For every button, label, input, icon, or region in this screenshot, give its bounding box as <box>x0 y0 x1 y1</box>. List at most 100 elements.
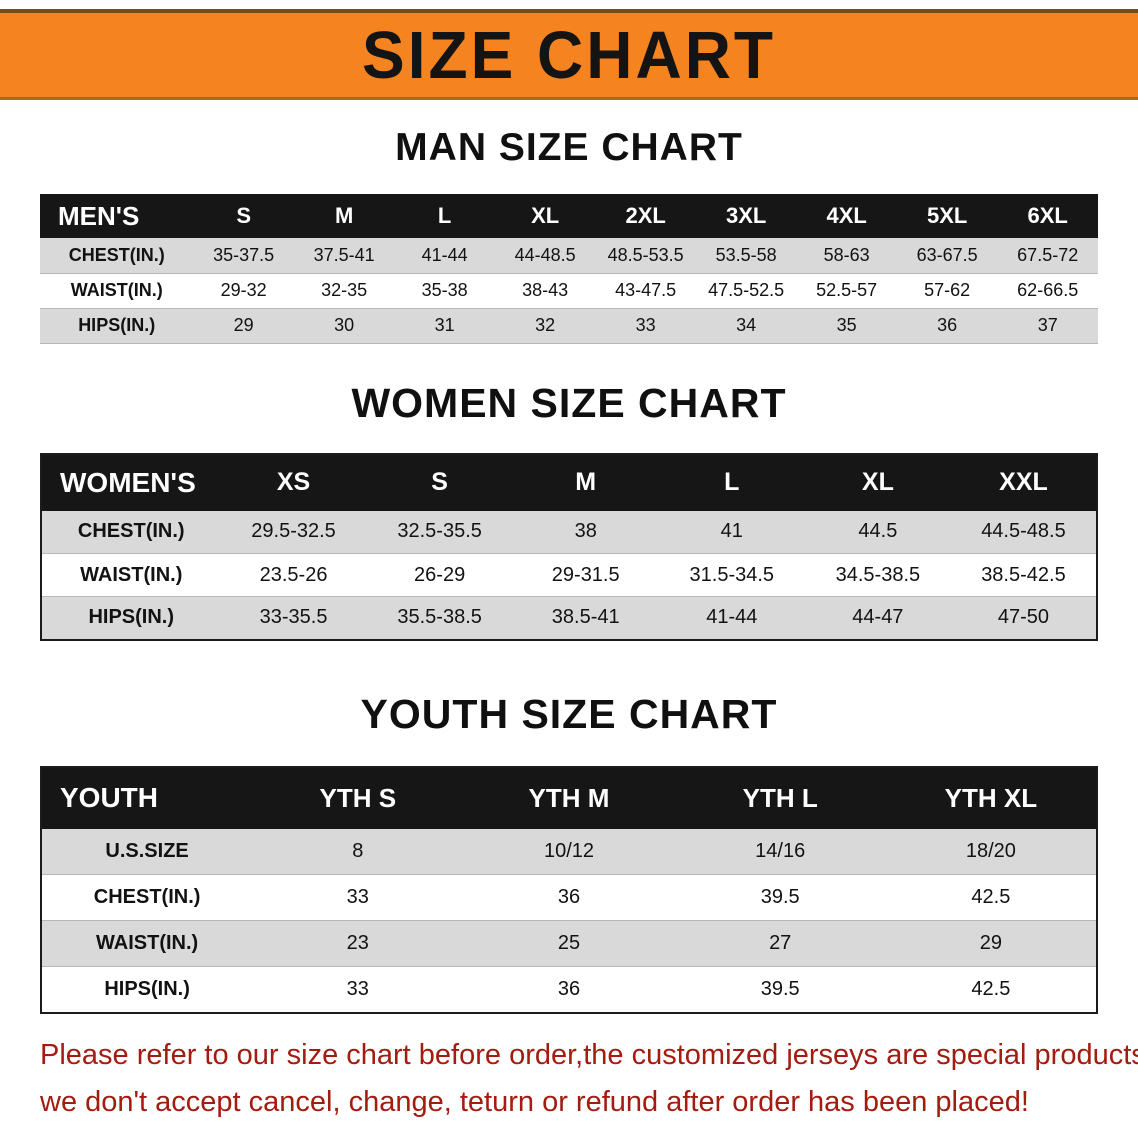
size-value-cell: 38-43 <box>522 280 569 300</box>
size-value-cell: 32 <box>535 315 556 335</box>
size-column-header: 6XL <box>997 194 1098 238</box>
size-value-cell: 67.5-72 <box>1017 244 1079 265</box>
size-value-cell: 32.5-35.5 <box>397 520 482 543</box>
measurement-row: HIPS(IN.) 33-35.5 35.5-38.5 38.5-41 41-44 44-… <box>41 596 1097 640</box>
size-column-header: YTH L <box>674 766 886 829</box>
size-value-cell: 33 <box>635 315 656 335</box>
row-label-cell: WAIST(IN.) <box>95 932 199 954</box>
size-value-cell: 36 <box>557 886 581 908</box>
size-value-cell: 34.5-38.5 <box>835 563 921 586</box>
measurement-row: WAIST(IN.) 29-32 32-35 35-38 38-43 43-47.5 47.… <box>40 273 1098 308</box>
size-column-header: YTH S <box>252 766 464 829</box>
size-value-cell: 33 <box>346 886 369 908</box>
size-value-cell: 58-63 <box>823 244 870 265</box>
size-value-cell: 35-38 <box>421 280 468 300</box>
size-value-cell: 38 <box>574 520 597 543</box>
size-value-cell: 33 <box>346 977 369 1000</box>
size-column-header: XS <box>220 453 367 511</box>
size-value-cell: 35 <box>836 315 857 335</box>
size-chart-banner: SIZE CHART <box>0 9 1138 100</box>
size-column-header: L <box>394 194 495 238</box>
size-value-cell: 14/16 <box>755 839 806 862</box>
size-value-cell: 36 <box>937 315 958 335</box>
women-size-section: WOMEN SIZE CHART WOMEN'S XS S M L XL XXL CHEST(… <box>40 380 1098 641</box>
size-value-cell: 44-47 <box>852 606 904 629</box>
size-value-cell: 38.5-42.5 <box>981 563 1066 586</box>
size-value-cell: 29 <box>979 932 1003 954</box>
measurement-row: CHEST(IN.) 29.5-32.5 32.5-35.5 38 41 44.5 44.5… <box>41 510 1097 554</box>
size-column-header: YTH M <box>463 766 675 829</box>
size-column-header: S <box>366 453 513 511</box>
size-value-cell: 41-44 <box>421 244 468 265</box>
measurement-row: HIPS(IN.) 29 30 31 32 33 34 35 36 37 <box>40 308 1098 343</box>
size-value-cell: 37.5-41 <box>313 244 375 265</box>
size-value-cell: 23 <box>346 932 369 954</box>
size-value-cell: 23.5-26 <box>259 563 328 586</box>
size-column-header: 5XL <box>896 194 998 238</box>
size-value-cell: 31.5-34.5 <box>689 563 775 586</box>
size-value-cell: 31 <box>434 315 455 335</box>
row-label-cell: CHEST(IN.) <box>68 244 165 265</box>
row-label-cell: WAIST(IN.) <box>70 280 163 300</box>
size-value-cell: 18/20 <box>965 839 1016 862</box>
size-value-cell: 44-48.5 <box>514 244 576 265</box>
size-value-cell: 48.5-53.5 <box>607 244 684 265</box>
measurement-row: CHEST(IN.) 33 36 39.5 42.5 <box>41 874 1097 921</box>
row-label-cell: HIPS(IN.) <box>104 977 190 1000</box>
men-size-table: MEN'S S M L XL 2XL 3XL 4XL 5XL 6XL CHEST(IN.) 35-37… <box>40 194 1098 344</box>
disclaimer-line-1: Please refer to our size chart before or… <box>40 1038 1138 1071</box>
size-value-cell: 29.5-32.5 <box>251 520 336 543</box>
measurement-row: CHEST(IN.) 35-37.5 37.5-41 41-44 44-48.5 48.5… <box>40 238 1098 273</box>
size-column-header: 2XL <box>595 194 696 238</box>
youth-size-table: YOUTH YTH S YTH M YTH L YTH XL U.S.SIZE 8 10/12… <box>40 765 1098 1014</box>
measurement-row: WAIST(IN.) 23 25 27 29 <box>41 920 1097 967</box>
disclaimer: Please refer to our size chart before or… <box>0 1014 1138 1126</box>
row-label-cell: CHEST(IN.) <box>93 886 201 908</box>
size-column-header: XL <box>494 194 596 238</box>
size-value-cell: 33-35.5 <box>259 606 328 629</box>
size-value-cell: 57-62 <box>924 280 971 300</box>
measurement-row: HIPS(IN.) 33 36 39.5 42.5 <box>41 966 1097 1013</box>
size-column-header: 3XL <box>695 194 797 238</box>
size-value-cell: 62-66.5 <box>1017 280 1079 300</box>
size-value-cell: 29 <box>233 315 254 335</box>
size-value-cell: 8 <box>352 839 364 862</box>
size-value-cell: 47-50 <box>997 606 1050 629</box>
size-value-cell: 29-32 <box>220 280 267 300</box>
size-value-cell: 25 <box>557 932 581 954</box>
header-row: WOMEN'S XS S M L XL XXL <box>41 453 1097 511</box>
size-value-cell: 38.5-41 <box>551 606 620 629</box>
youth-chart-heading: YOUTH SIZE CHART <box>360 690 778 737</box>
row-label-cell: CHEST(IN.) <box>77 520 185 543</box>
youth-size-section: YOUTH SIZE CHART YOUTH YTH S YTH M YTH L YTH… <box>40 691 1098 1014</box>
header-row: YOUTH YTH S YTH M YTH L YTH XL <box>41 766 1097 829</box>
size-value-cell: 44.5-48.5 <box>981 520 1066 543</box>
size-column-header: YTH XL <box>885 766 1097 829</box>
size-value-cell: 35.5-38.5 <box>397 606 482 629</box>
size-value-cell: 10/12 <box>543 839 595 862</box>
size-value-cell: 36 <box>557 977 581 1000</box>
size-value-cell: 26-29 <box>414 563 466 586</box>
size-value-cell: 47.5-52.5 <box>708 280 785 300</box>
page-title: SIZE CHART <box>362 17 776 93</box>
table-title-cell: YOUTH <box>41 766 253 829</box>
size-column-header: M <box>293 194 395 238</box>
disclaimer-line-2: we don't accept cancel, change, teturn o… <box>40 1085 1029 1118</box>
size-value-cell: 41-44 <box>706 606 758 629</box>
size-value-cell: 52.5-57 <box>816 280 878 300</box>
size-value-cell: 44.5 <box>858 520 898 543</box>
size-value-cell: 30 <box>334 315 355 335</box>
size-value-cell: 42.5 <box>971 977 1011 1000</box>
men-chart-heading: MAN SIZE CHART <box>395 126 743 169</box>
row-label-cell: WAIST(IN.) <box>80 563 183 586</box>
size-column-header: M <box>512 453 659 511</box>
row-label-cell: U.S.SIZE <box>105 839 189 862</box>
size-value-cell: 42.5 <box>971 886 1011 908</box>
row-label-cell: HIPS(IN.) <box>88 606 175 629</box>
women-size-table: WOMEN'S XS S M L XL XXL CHEST(IN.) 29.5-32.5 32.5… <box>40 452 1098 641</box>
size-value-cell: 32-35 <box>321 280 368 300</box>
size-value-cell: 27 <box>769 932 792 954</box>
measurement-row: U.S.SIZE 8 10/12 14/16 18/20 <box>41 828 1097 875</box>
size-value-cell: 53.5-58 <box>715 244 777 265</box>
